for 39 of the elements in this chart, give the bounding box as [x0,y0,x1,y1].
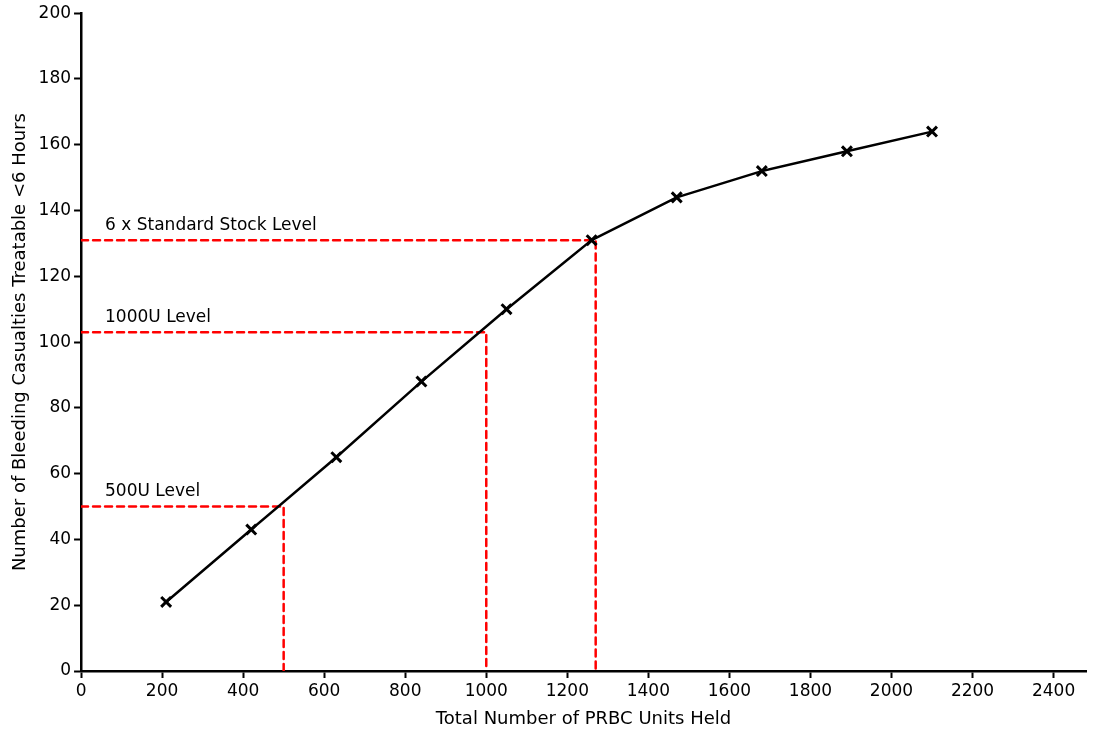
series-label: 500U Level [105,480,201,501]
point [244,523,258,537]
y-tick-label: 160 [38,133,72,154]
y-tick-label: 180 [38,67,72,88]
x-tick-label: 200 [145,679,179,700]
point [500,302,513,316]
x-axis-title: Total Number of PRBC Units Held [434,706,732,728]
x-tick-label: 2400 [1031,679,1076,700]
x-tick-label: 400 [226,679,260,700]
point [925,125,939,139]
y-tick-label: 120 [38,264,72,285]
x-tick-label: 800 [389,679,422,700]
x-tick-label: 1200 [545,679,589,700]
point [670,190,684,204]
y-tick-label: 140 [38,198,72,219]
x-tick-label: 1600 [707,679,752,700]
y-axis-title: Number of Bleeding Casualties Treatable <6 Hours [8,113,30,572]
y-tick-label: 20 [49,593,72,614]
y-tick-label: 80 [49,396,72,417]
series-label: 6 x Standard Stock Level [105,214,317,235]
x-tick-label: 2200 [950,679,995,700]
y-tick-label: 40 [49,527,72,548]
point [329,450,343,464]
y-tick-label: 100 [38,330,72,351]
point [585,233,599,247]
x-tick-label: 600 [307,679,341,700]
y-tick-label: 60 [49,462,72,483]
y-tick-label: 200 [38,1,72,22]
x-tick-label: 0 [75,679,87,700]
point [414,375,428,389]
x-tick-label: 1800 [788,679,833,700]
point [840,144,854,158]
series-label: 1000U Level [105,306,212,327]
point [159,595,173,609]
x-tick-label: 1000 [464,679,508,700]
x-tick-label: 2000 [869,679,914,700]
x-tick-label: 1400 [626,679,670,700]
y-tick-label: 0 [60,659,72,680]
point [755,164,769,178]
